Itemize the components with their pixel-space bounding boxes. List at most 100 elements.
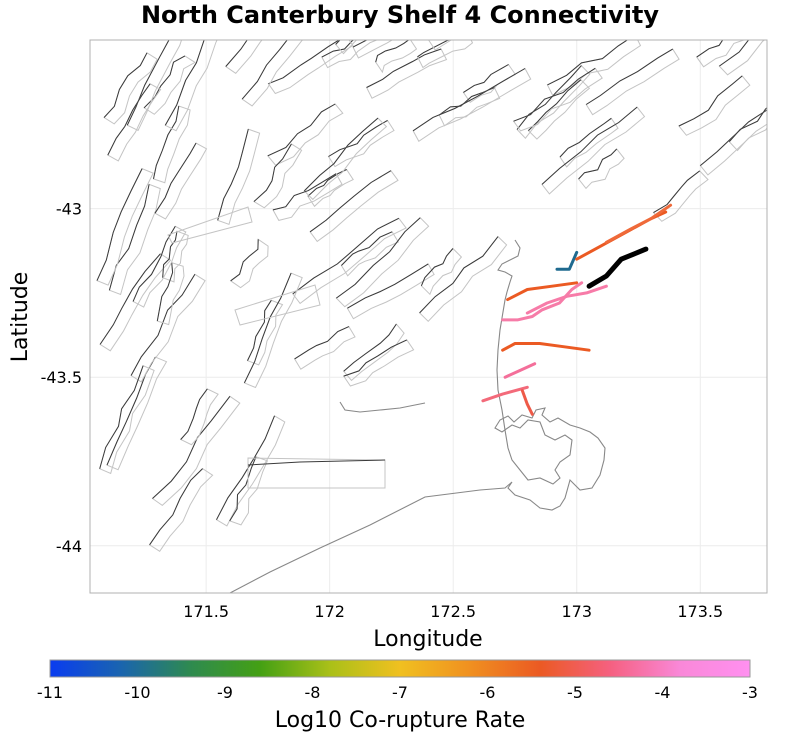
plot-frame [89, 39, 768, 594]
background-fault-trace [154, 142, 197, 214]
background-fault-trace [328, 119, 388, 157]
colorbar-tick-label: -8 [305, 683, 321, 702]
background-fault-trace [559, 117, 612, 158]
background-fault-trace [294, 326, 350, 360]
background-fault-trace [229, 456, 257, 522]
chart-title: North Canterbury Shelf 4 Connectivity [141, 1, 659, 29]
background-fault-trace [164, 40, 205, 126]
background-fault-trace [292, 217, 400, 295]
connected-fault-trace [503, 362, 537, 379]
x-tick-label: 172.5 [430, 602, 476, 621]
background-fault-trace [343, 323, 397, 372]
background-fault-trace [272, 173, 337, 211]
connected-fault-trace [506, 281, 579, 302]
x-tick-label: 171.5 [183, 602, 229, 621]
lake-ellesmere [339, 401, 426, 413]
background-fault-trace [547, 40, 629, 86]
x-tick-label: 173.5 [677, 602, 723, 621]
y-tick-label: -43.5 [41, 368, 82, 387]
x-tick-label: 172 [314, 602, 345, 621]
colorbar-label: Log10 Co-rupture Rate [275, 708, 526, 733]
grid-lines [90, 40, 767, 593]
connected-fault-trace [501, 281, 584, 322]
background-fault-trace [366, 48, 442, 88]
background-fault-trace [412, 68, 526, 132]
background-fault-trace [225, 40, 248, 67]
fault-patch-outline [718, 40, 766, 76]
background-fault-trace [307, 169, 347, 197]
background-fault-trace [417, 40, 453, 58]
colorbar-gradient [49, 659, 751, 678]
background-fault-trace [719, 40, 750, 67]
coastline-outline [229, 239, 606, 593]
colorbar-tick-label: -10 [124, 683, 150, 702]
background-fault-trace [541, 106, 638, 185]
background-fault-trace [352, 40, 368, 48]
background-fault-trace [585, 48, 673, 105]
fault-patch-outline [225, 40, 263, 74]
background-fault-trace [516, 65, 582, 130]
colorbar: -11 -10 -9 -8 -7 -6 -5 -4 -3 Log10 Co-rupture Ra… [37, 659, 758, 733]
colorbar-tick-label: -7 [392, 683, 408, 702]
background-fault-trace [696, 40, 724, 58]
background-fault-trace [149, 468, 203, 546]
background-fault-trace [162, 231, 178, 278]
y-tick-label: -44 [56, 537, 82, 556]
background-fault-trace [126, 40, 170, 126]
background-fault-trace [230, 239, 259, 282]
connected-faults [481, 203, 673, 416]
background-fault-trace [217, 128, 249, 221]
background-fault-trace [463, 64, 509, 93]
connected-fault-trace [520, 389, 534, 416]
background-fault-trace [96, 168, 143, 281]
background-fault-network [96, 40, 767, 552]
background-fault-trace [99, 253, 161, 345]
background-fault-trace [253, 143, 292, 202]
colorbar-tick-label: -11 [37, 683, 63, 702]
fault-patch-outline [247, 457, 386, 489]
background-fault-trace [243, 272, 292, 384]
background-fault-trace [678, 75, 743, 127]
coastline [229, 239, 606, 593]
x-tick-label: 173 [561, 602, 592, 621]
background-fault-trace [103, 52, 148, 118]
background-fault-trace [438, 87, 495, 116]
fault-patch-outline [352, 40, 394, 59]
background-fault-trace [528, 79, 582, 131]
y-tick-label: -43 [56, 200, 82, 219]
background-fault-trace [321, 40, 355, 58]
background-fault-trace [343, 339, 408, 377]
background-fault-trace [143, 55, 186, 109]
background-fault-trace [578, 148, 618, 180]
background-fault-trace [513, 67, 596, 122]
background-fault-trace [132, 226, 176, 302]
background-fault-trace [247, 300, 272, 361]
background-fault-trace [341, 231, 393, 266]
colorbar-tick-label: -4 [655, 683, 671, 702]
y-axis-ticks: -43 -43.5 -44 [41, 200, 82, 556]
background-fault-trace [99, 365, 144, 469]
background-fault-trace [303, 117, 379, 192]
background-fault-trace [336, 217, 421, 299]
colorbar-tick-label: -9 [217, 683, 233, 702]
colorbar-tick-label: -3 [742, 683, 758, 702]
background-fault-trace [156, 262, 174, 322]
connected-fault-trace [501, 342, 591, 352]
background-fault-trace [419, 236, 499, 314]
background-fault-trace [420, 248, 454, 286]
background-fault-trace [268, 40, 340, 85]
plot-area [90, 40, 767, 593]
selected-fault-north-canterbury-shelf-4 [586, 246, 649, 289]
x-axis-ticks: 171.5 172 172.5 173 173.5 [183, 602, 723, 621]
background-fault-trace [728, 106, 767, 143]
background-fault-trace [107, 83, 151, 156]
background-fault-trace [267, 103, 336, 157]
colorbar-tick-label: -5 [567, 683, 583, 702]
background-fault-trace [152, 395, 231, 499]
colorbar-ticks: -11 -10 -9 -8 -7 -6 -5 -4 -3 [37, 683, 758, 702]
background-fault-trace [653, 170, 701, 214]
background-fault-trace [180, 388, 208, 440]
fault-patch-outline [234, 284, 321, 326]
x-axis-label: Longitude [373, 627, 482, 652]
